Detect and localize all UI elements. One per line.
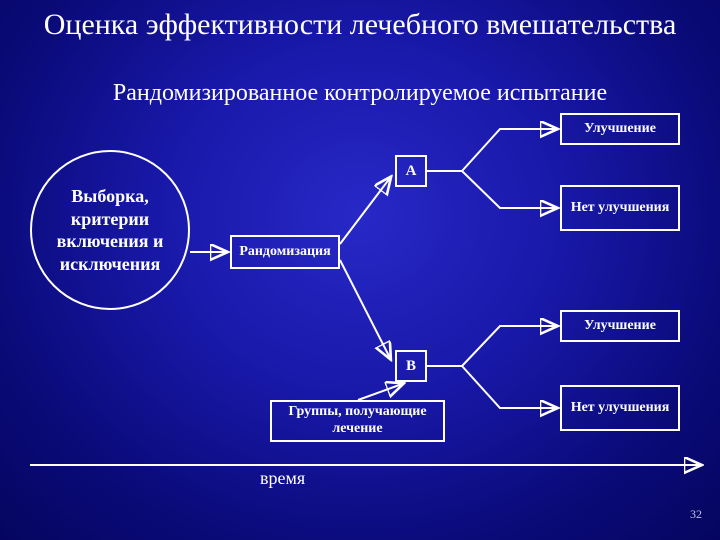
page-subtitle: Рандомизированное контролируемое испытан… <box>0 80 720 107</box>
node-a-improvement-label: Улучшение <box>584 121 656 138</box>
node-a-no-improvement: Нет улучшения <box>560 185 680 231</box>
node-group-b-label: B <box>406 357 416 375</box>
edge-a-to-improvement <box>462 129 556 171</box>
node-b-improvement-label: Улучшение <box>584 318 656 335</box>
edge-random-to-b <box>340 260 390 358</box>
page-title: Оценка эффективности лечебного вмешатель… <box>0 8 720 43</box>
node-b-no-improvement-label: Нет улучшения <box>571 400 670 417</box>
node-randomization: Рандомизация <box>230 235 340 269</box>
node-sample-label: Выборка, критерии включения и исключения <box>40 185 180 275</box>
edge-a-to-no-improvement <box>462 171 556 208</box>
node-b-no-improvement: Нет улучшения <box>560 385 680 431</box>
time-axis-label: время <box>260 468 305 489</box>
edge-b-to-no-improvement <box>462 366 556 408</box>
edge-random-to-a <box>340 178 390 244</box>
node-group-a-label: A <box>406 162 417 180</box>
node-a-improvement: Улучшение <box>560 113 680 145</box>
node-sample: Выборка, критерии включения и исключения <box>30 150 190 310</box>
node-b-improvement: Улучшение <box>560 310 680 342</box>
node-group-b: B <box>395 350 427 382</box>
page-number: 32 <box>690 507 702 522</box>
node-groups-caption: Группы, получающие лечение <box>270 400 445 442</box>
node-a-no-improvement-label: Нет улучшения <box>571 200 670 217</box>
node-randomization-label: Рандомизация <box>239 244 330 261</box>
edge-b-to-improvement <box>462 326 556 366</box>
node-groups-caption-label: Группы, получающие лечение <box>278 404 437 438</box>
node-group-a: A <box>395 155 427 187</box>
edge-caption-to-b <box>358 384 402 400</box>
